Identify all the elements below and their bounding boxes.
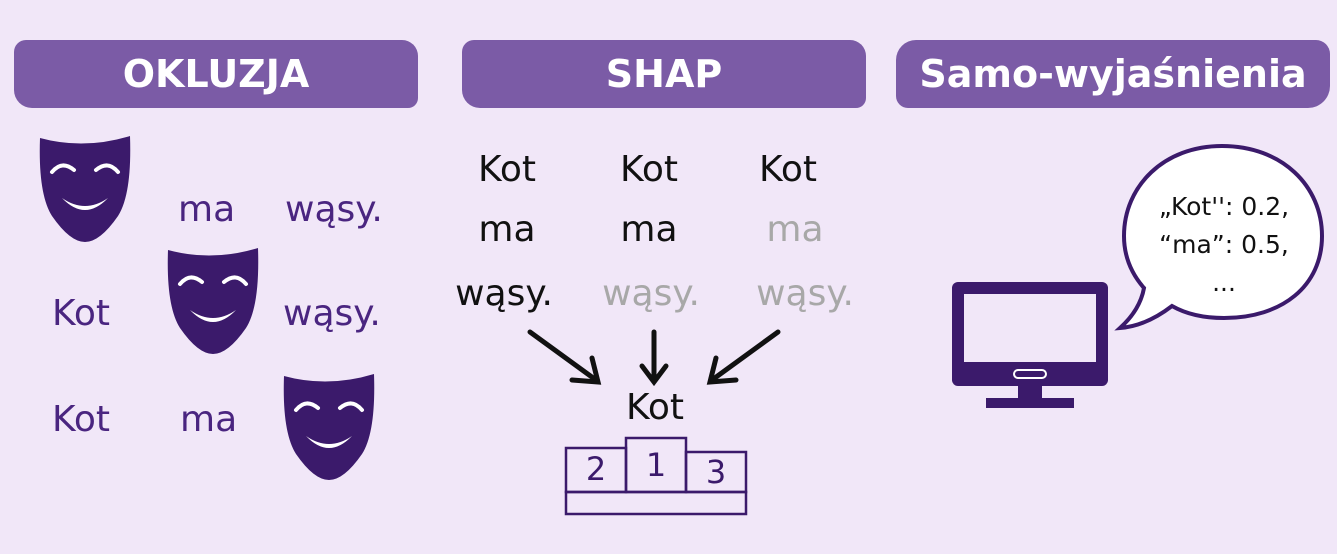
occlusion-word: wąsy.: [283, 293, 381, 334]
arrow-right: [709, 329, 781, 383]
occlusion-word: Kot: [52, 399, 110, 440]
theater-mask-icon: [166, 246, 260, 356]
theater-mask-icon: [38, 134, 132, 244]
arrow-right-head: [706, 355, 739, 385]
shap-word: Kot: [759, 149, 817, 190]
shap-word: wąsy.: [455, 273, 553, 314]
bubble-line: “ma”: 0.5,: [1159, 230, 1289, 259]
occlusion-word: ma: [178, 189, 236, 230]
podium-place-2: 2: [585, 450, 607, 488]
shap-word: ma: [620, 209, 678, 250]
speech-bubble: [1114, 143, 1325, 331]
shap-word-removed: wąsy.: [602, 273, 700, 314]
header-shap-label: SHAP: [605, 52, 723, 96]
theater-mask-icon: [282, 372, 376, 482]
occlusion-word: ma: [180, 399, 238, 440]
header-self-explanation: Samo-wyjaśnienia: [896, 40, 1330, 108]
arrows: [527, 329, 781, 387]
bubble-line: „Kot'': 0.2,: [1158, 192, 1290, 221]
occlusion-word: wąsy.: [285, 189, 383, 230]
computer-monitor-icon: [952, 282, 1108, 408]
header-occlusion: OKLUZJA: [14, 40, 418, 108]
bubble-line: ...: [1212, 268, 1236, 297]
shap-word: Kot: [478, 149, 536, 190]
podium-place-1: 1: [645, 446, 667, 484]
podium-icon: [564, 436, 748, 516]
shap-word-removed: ma: [766, 209, 824, 250]
arrow-middle-head: [639, 363, 669, 387]
shap-word-removed: wąsy.: [756, 273, 854, 314]
header-shap: SHAP: [462, 40, 866, 108]
shap-result-word: Kot: [626, 387, 684, 428]
shap-word: ma: [478, 209, 536, 250]
shap-word: Kot: [620, 149, 678, 190]
arrow-left: [527, 329, 599, 383]
arrow-left-head: [569, 355, 602, 385]
header-occlusion-label: OKLUZJA: [122, 52, 310, 96]
header-self-explanation-label: Samo-wyjaśnienia: [919, 52, 1307, 96]
occlusion-word: Kot: [52, 293, 110, 334]
podium-place-3: 3: [705, 453, 727, 491]
